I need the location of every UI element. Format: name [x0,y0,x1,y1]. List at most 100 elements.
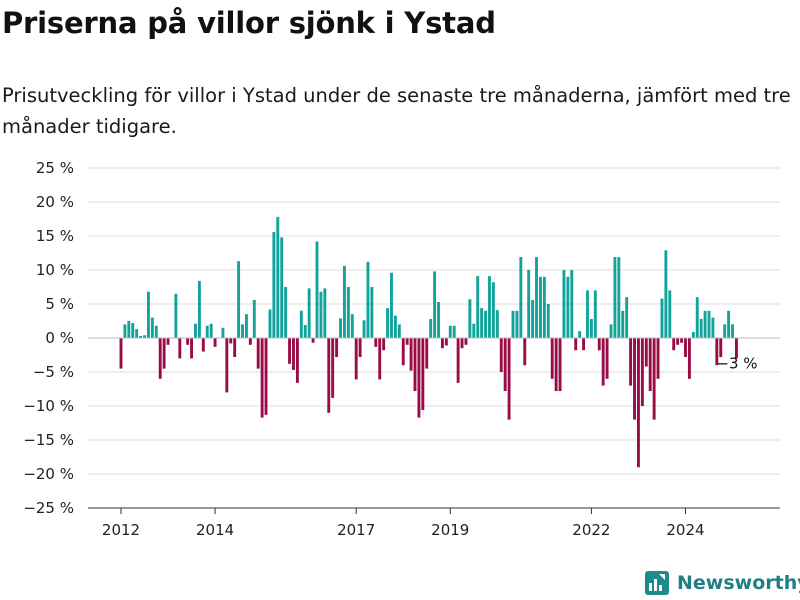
y-tick-label: 15 % [36,227,74,245]
bar [276,216,280,338]
bar [374,338,378,347]
bar [636,338,640,468]
bar [127,321,131,338]
bar [684,338,687,358]
bar [370,287,374,338]
x-tick-label: 2019 [431,521,469,539]
bar [252,299,256,338]
bar [452,325,456,338]
bar [154,325,158,338]
bar [194,323,197,338]
bar [437,301,440,338]
bar [448,325,452,338]
bar [331,338,335,398]
bar [715,338,719,366]
bar [272,231,276,338]
bar [307,288,311,338]
bar [413,338,417,392]
bar [229,338,233,344]
y-tick-label: −20 % [23,465,74,483]
bar [264,338,268,415]
bar [197,280,201,338]
bar [205,325,209,338]
bar [554,338,558,392]
bar [593,290,597,338]
x-tick-label: 2014 [196,521,234,539]
bar [433,271,437,338]
bar [393,315,397,338]
bar [174,293,178,338]
bar [609,324,613,338]
bar [280,237,284,338]
bar [425,338,429,369]
bar [519,257,523,338]
bar [527,270,531,338]
bar [515,310,519,338]
bar [621,310,625,338]
bar [378,338,382,380]
bar [535,257,538,338]
annotations: −3 % [716,354,757,372]
bar [597,338,601,351]
y-tick-label: 20 % [36,193,74,211]
bar [166,338,170,345]
bar [562,270,566,338]
bar [464,338,468,345]
bar [190,338,194,359]
bar [444,338,448,346]
y-axis-ticks: 25 % 20 % 15 % 10 % 5 % 0 % −5 % −10 % −15 % −20 … [23,159,74,517]
bar [538,276,542,338]
bar [327,338,331,413]
bar [691,331,695,338]
bar [284,287,288,338]
bar [244,314,248,338]
bar [440,338,444,349]
bar [652,338,656,420]
bar [672,338,676,351]
bar [143,335,146,338]
y-tick-label: 5 % [45,295,74,313]
bar [421,338,425,411]
bar [460,338,464,349]
bar [409,338,413,371]
bar [542,276,546,338]
bar [288,338,292,364]
bar [707,310,711,338]
bar [570,270,574,338]
bar [339,318,342,338]
brand-name: Newsworthy [677,572,800,594]
bar [401,338,405,366]
bar [248,338,252,345]
bar [558,338,562,392]
bar [711,317,715,338]
bar [660,298,664,338]
bar [213,338,217,347]
bar [303,325,307,338]
bar [342,265,346,338]
bar [550,338,554,379]
bar [601,338,605,386]
bar [225,338,229,393]
bar [605,338,609,379]
bar [507,338,511,420]
bar [178,338,182,359]
bar [311,338,315,343]
bar [574,338,578,351]
bar [390,272,393,338]
bar [362,320,366,338]
bar [295,338,299,383]
bar [315,241,319,338]
y-tick-label: 25 % [36,159,74,177]
bar [268,309,272,338]
bar [209,323,213,338]
bar [625,297,629,338]
bar [495,310,499,338]
bar [586,290,589,338]
newsworthy-logo-icon [645,571,669,595]
bar [221,327,225,338]
bar [491,282,495,338]
bar [566,276,570,338]
bar [499,338,503,372]
bar [719,338,723,358]
bar [695,297,699,338]
